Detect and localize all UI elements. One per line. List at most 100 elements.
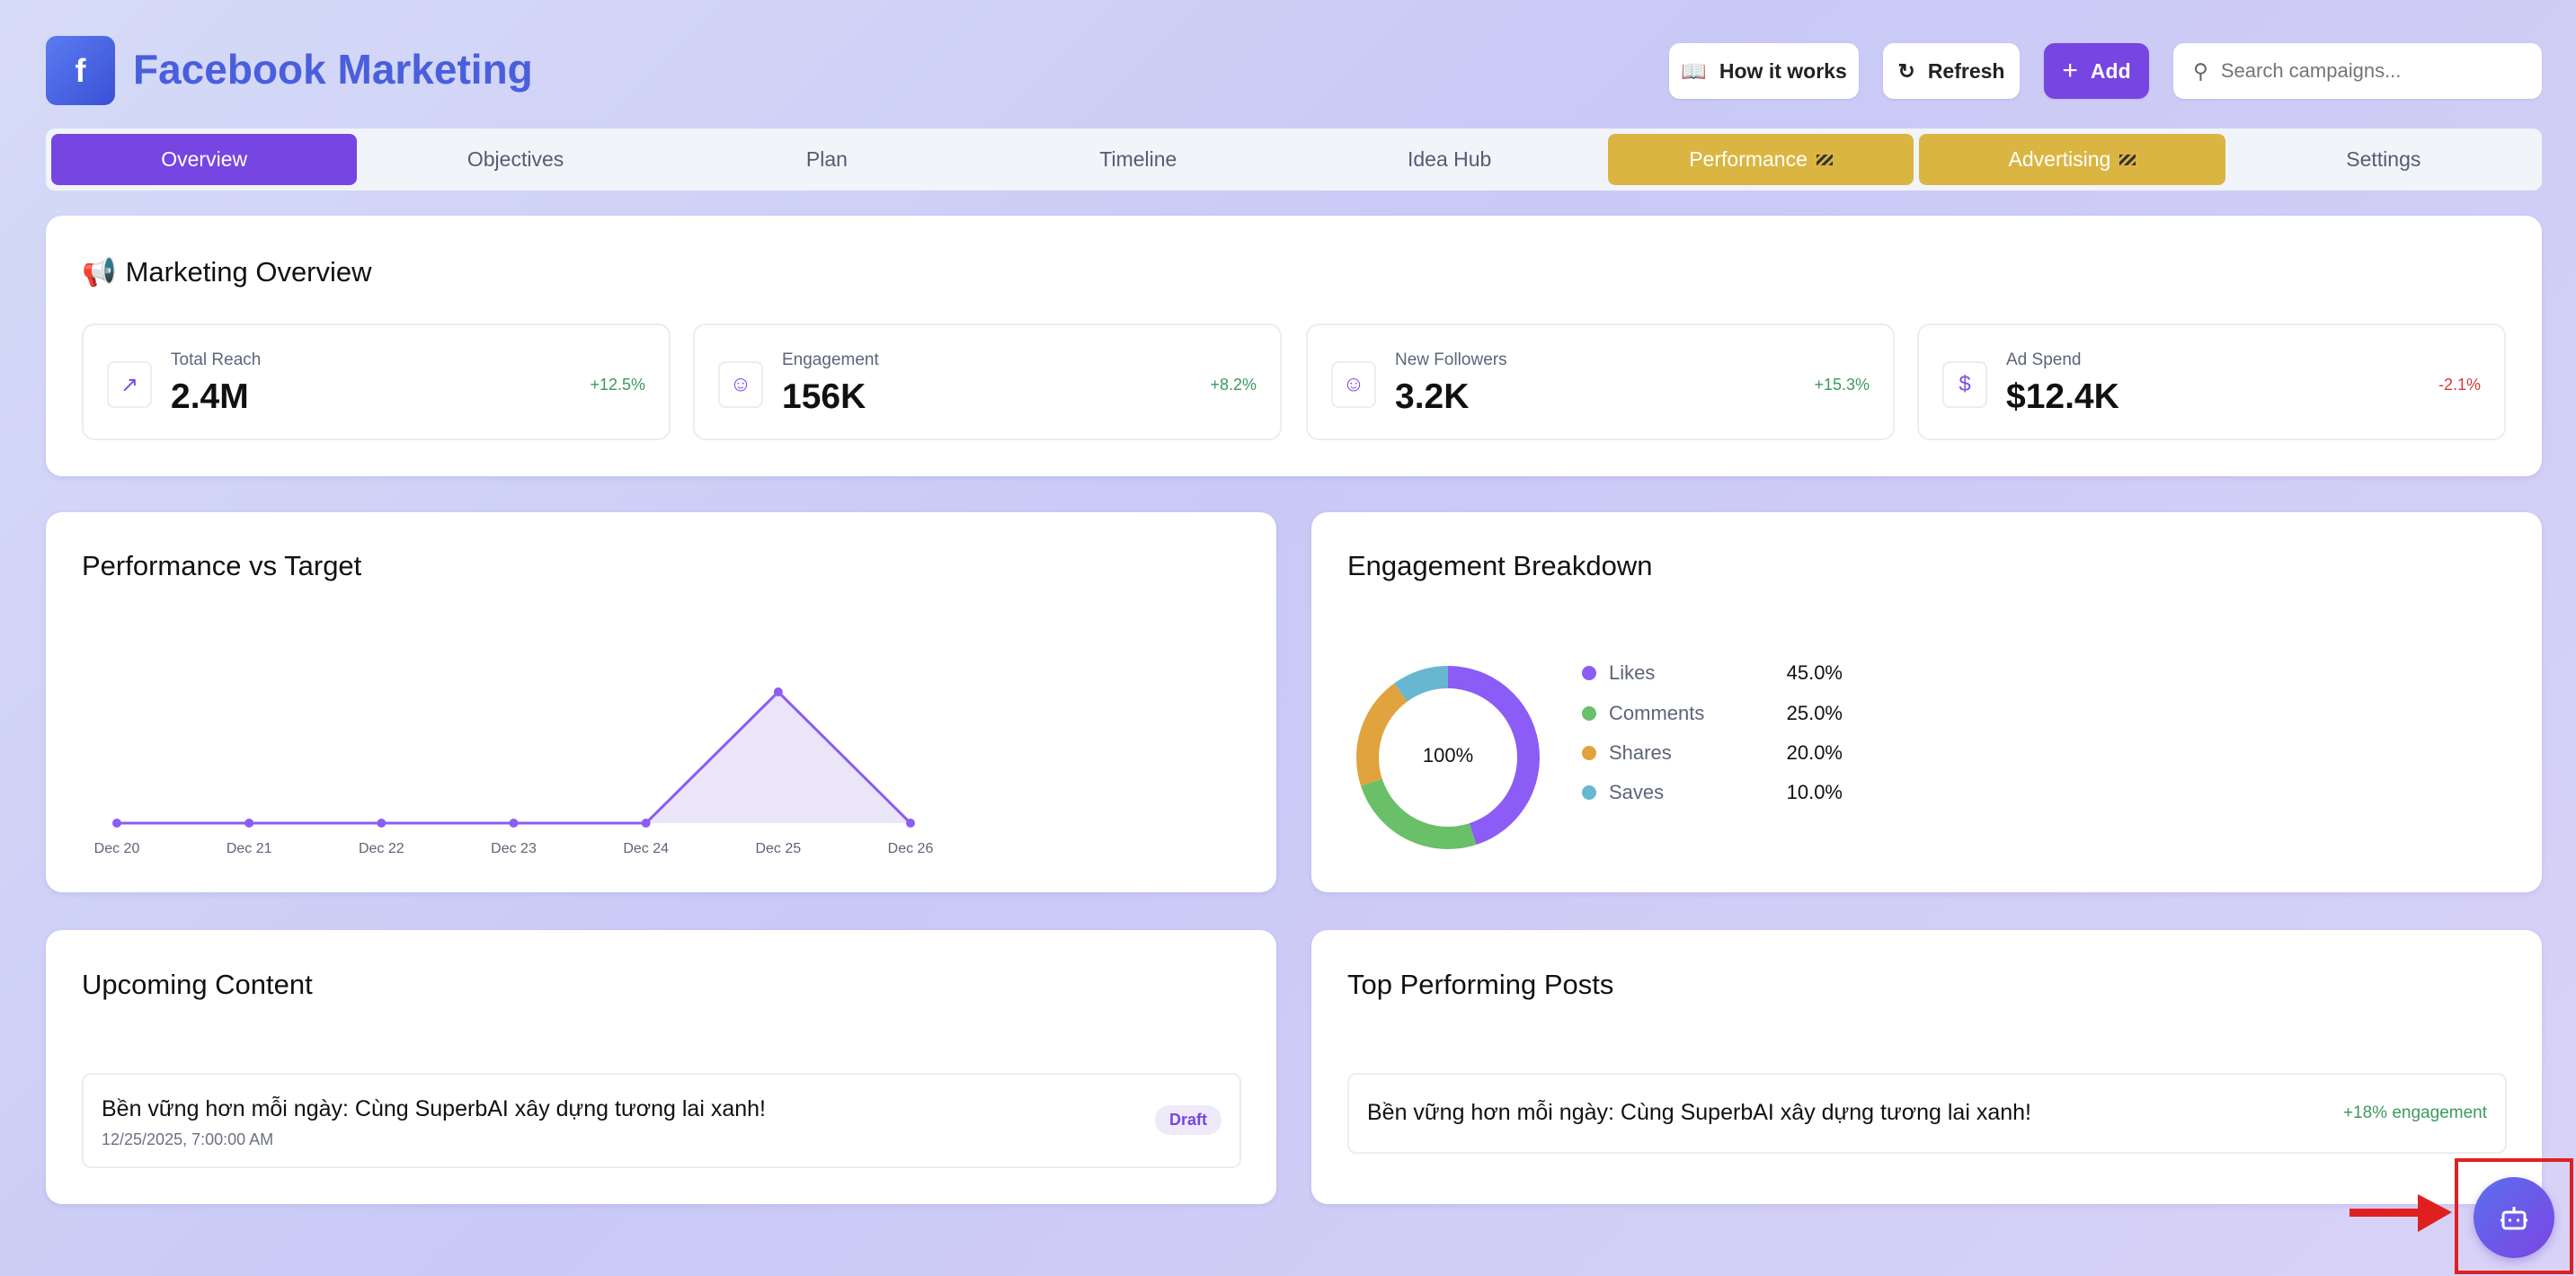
stat-label: New Followers — [1395, 350, 1507, 369]
refresh-icon: ↻ — [1897, 58, 1915, 83]
tab-performance[interactable]: Performance — [1607, 134, 1914, 185]
legend-value: 20.0% — [1786, 741, 1843, 764]
data-point — [641, 819, 651, 828]
tab-advertising[interactable]: Advertising — [1919, 134, 2225, 185]
legend-item-saves: Saves 10.0% — [1582, 779, 1843, 806]
users-icon: ☺ — [1331, 361, 1376, 408]
data-point — [244, 819, 254, 828]
tab-label: Overview — [161, 147, 248, 171]
assistant-button[interactable] — [2474, 1177, 2554, 1258]
tab-label: Advertising — [2008, 147, 2111, 171]
tab-label: Settings — [2346, 147, 2421, 171]
beta-stripe-icon — [2119, 154, 2136, 165]
legend-dot-icon — [1582, 666, 1596, 680]
tab-plan[interactable]: Plan — [674, 134, 980, 185]
x-tick-label: Dec 23 — [491, 841, 537, 856]
upcoming-item-date: 12/25/2025, 7:00:00 AM — [102, 1130, 274, 1148]
bot-icon — [2500, 1207, 2527, 1230]
upcoming-content-card: Upcoming Content Bền vững hơn mỗi ngày: … — [46, 930, 1276, 1204]
stat-value: 2.4M — [171, 377, 249, 416]
upcoming-title: Upcoming Content — [82, 969, 313, 1000]
upcoming-item-title: Bền vững hơn mỗi ngày: Cùng SuperbAI xây… — [102, 1096, 766, 1121]
x-tick-label: Dec 26 — [888, 841, 934, 856]
data-point — [509, 819, 519, 828]
legend-label: Shares — [1609, 741, 1672, 764]
x-tick-label: Dec 21 — [227, 841, 272, 856]
tab-label: Plan — [805, 147, 848, 171]
data-point — [112, 819, 121, 828]
stat-label: Total Reach — [171, 350, 262, 369]
stat-total-reach: ↗ Total Reach 2.4M +12.5% — [82, 323, 671, 440]
tab-label: Objectives — [466, 147, 564, 171]
legend-item-likes: Likes 45.0% — [1582, 660, 1843, 687]
stat-label: Ad Spend — [2006, 350, 2082, 369]
stat-new-followers: ☺ New Followers 3.2K +15.3% — [1306, 323, 1895, 440]
top-posts-card: Top Performing Posts Bền vững hơn mỗi ng… — [1311, 930, 2542, 1204]
tab-label: Timeline — [1099, 147, 1177, 171]
engagement-title: Engagement Breakdown — [1347, 550, 1653, 581]
tab-bar: Overview Objectives Plan Timeline Idea H… — [46, 128, 2542, 191]
app-title: Facebook Marketing — [133, 46, 533, 93]
tab-overview[interactable]: Overview — [51, 134, 358, 185]
refresh-label: Refresh — [1927, 58, 2005, 83]
how-it-works-button[interactable]: 📖 How it works — [1669, 43, 1859, 99]
donut-center-label: 100% — [1422, 744, 1474, 766]
annotation-highlight-box — [2455, 1158, 2573, 1274]
donut-slice-likes — [1448, 666, 1540, 846]
legend-dot-icon — [1582, 746, 1596, 760]
legend-dot-icon — [1582, 785, 1596, 800]
overview-title: 📢 Marketing Overview — [82, 255, 372, 288]
area-fill — [117, 692, 910, 823]
facebook-icon: f — [75, 51, 86, 89]
tab-timeline[interactable]: Timeline — [985, 134, 1291, 185]
x-tick-label: Dec 25 — [755, 841, 801, 856]
tab-settings[interactable]: Settings — [2231, 134, 2536, 185]
tab-label: Performance — [1689, 147, 1808, 171]
stat-change: -2.1% — [2438, 376, 2481, 394]
legend-value: 25.0% — [1786, 702, 1843, 724]
add-button[interactable]: + Add — [2044, 43, 2149, 99]
data-point — [773, 687, 783, 696]
stat-value: 3.2K — [1395, 377, 1470, 416]
stat-engagement: ☺ Engagement 156K +8.2% — [693, 323, 1282, 440]
x-tick-label: Dec 22 — [359, 841, 404, 856]
performance-chart: Dec 20 Dec 21 Dec 22 Dec 23 Dec 24 Dec 25 Dec … — [94, 687, 934, 856]
upcoming-item[interactable]: Bền vững hơn mỗi ngày: Cùng SuperbAI xây… — [82, 1073, 1241, 1168]
engagement-donut — [1356, 666, 1540, 849]
data-point — [377, 819, 386, 828]
legend-dot-icon — [1582, 706, 1596, 721]
dollar-icon: $ — [1942, 361, 1987, 408]
tab-objectives[interactable]: Objectives — [362, 134, 668, 185]
legend-label: Comments — [1609, 702, 1705, 724]
performance-title: Performance vs Target — [82, 550, 362, 581]
donut-slice-saves — [1394, 666, 1448, 702]
donut-slice-comments — [1360, 778, 1477, 849]
trending-up-icon: ↗ — [107, 361, 152, 408]
performance-card — [46, 512, 1276, 892]
stat-change: +15.3% — [1814, 376, 1870, 394]
search-input[interactable] — [2220, 59, 2509, 83]
logo: f — [46, 36, 115, 105]
top-post-item[interactable]: Bền vững hơn mỗi ngày: Cùng SuperbAI xây… — [1347, 1073, 2507, 1154]
users-icon: ☺ — [718, 361, 763, 408]
how-it-works-label: How it works — [1719, 58, 1847, 83]
legend-value: 10.0% — [1786, 781, 1843, 803]
legend-label: Saves — [1609, 781, 1665, 803]
tab-idea-hub[interactable]: Idea Hub — [1297, 134, 1603, 185]
megaphone-icon: 📢 — [82, 256, 117, 288]
beta-stripe-icon — [1816, 154, 1833, 165]
stat-value: $12.4K — [2006, 377, 2119, 416]
overview-title-text: Marketing Overview — [125, 256, 372, 288]
status-badge: Draft — [1154, 1105, 1221, 1135]
refresh-button[interactable]: ↻ Refresh — [1883, 43, 2020, 99]
search-box[interactable]: ⚲ — [2173, 43, 2542, 99]
legend-item-comments: Comments 25.0% — [1582, 700, 1843, 727]
annotation-arrow-icon — [2349, 1194, 2452, 1232]
search-icon: ⚲ — [2193, 58, 2208, 83]
top-post-metric: +18% engagement — [2342, 1103, 2487, 1122]
add-label: Add — [2090, 58, 2131, 83]
tab-label: Idea Hub — [1408, 147, 1492, 171]
stat-change: +12.5% — [590, 376, 645, 394]
donut-slice-shares — [1356, 683, 1408, 786]
top-post-title: Bền vững hơn mỗi ngày: Cùng SuperbAI xây… — [1367, 1100, 2031, 1125]
